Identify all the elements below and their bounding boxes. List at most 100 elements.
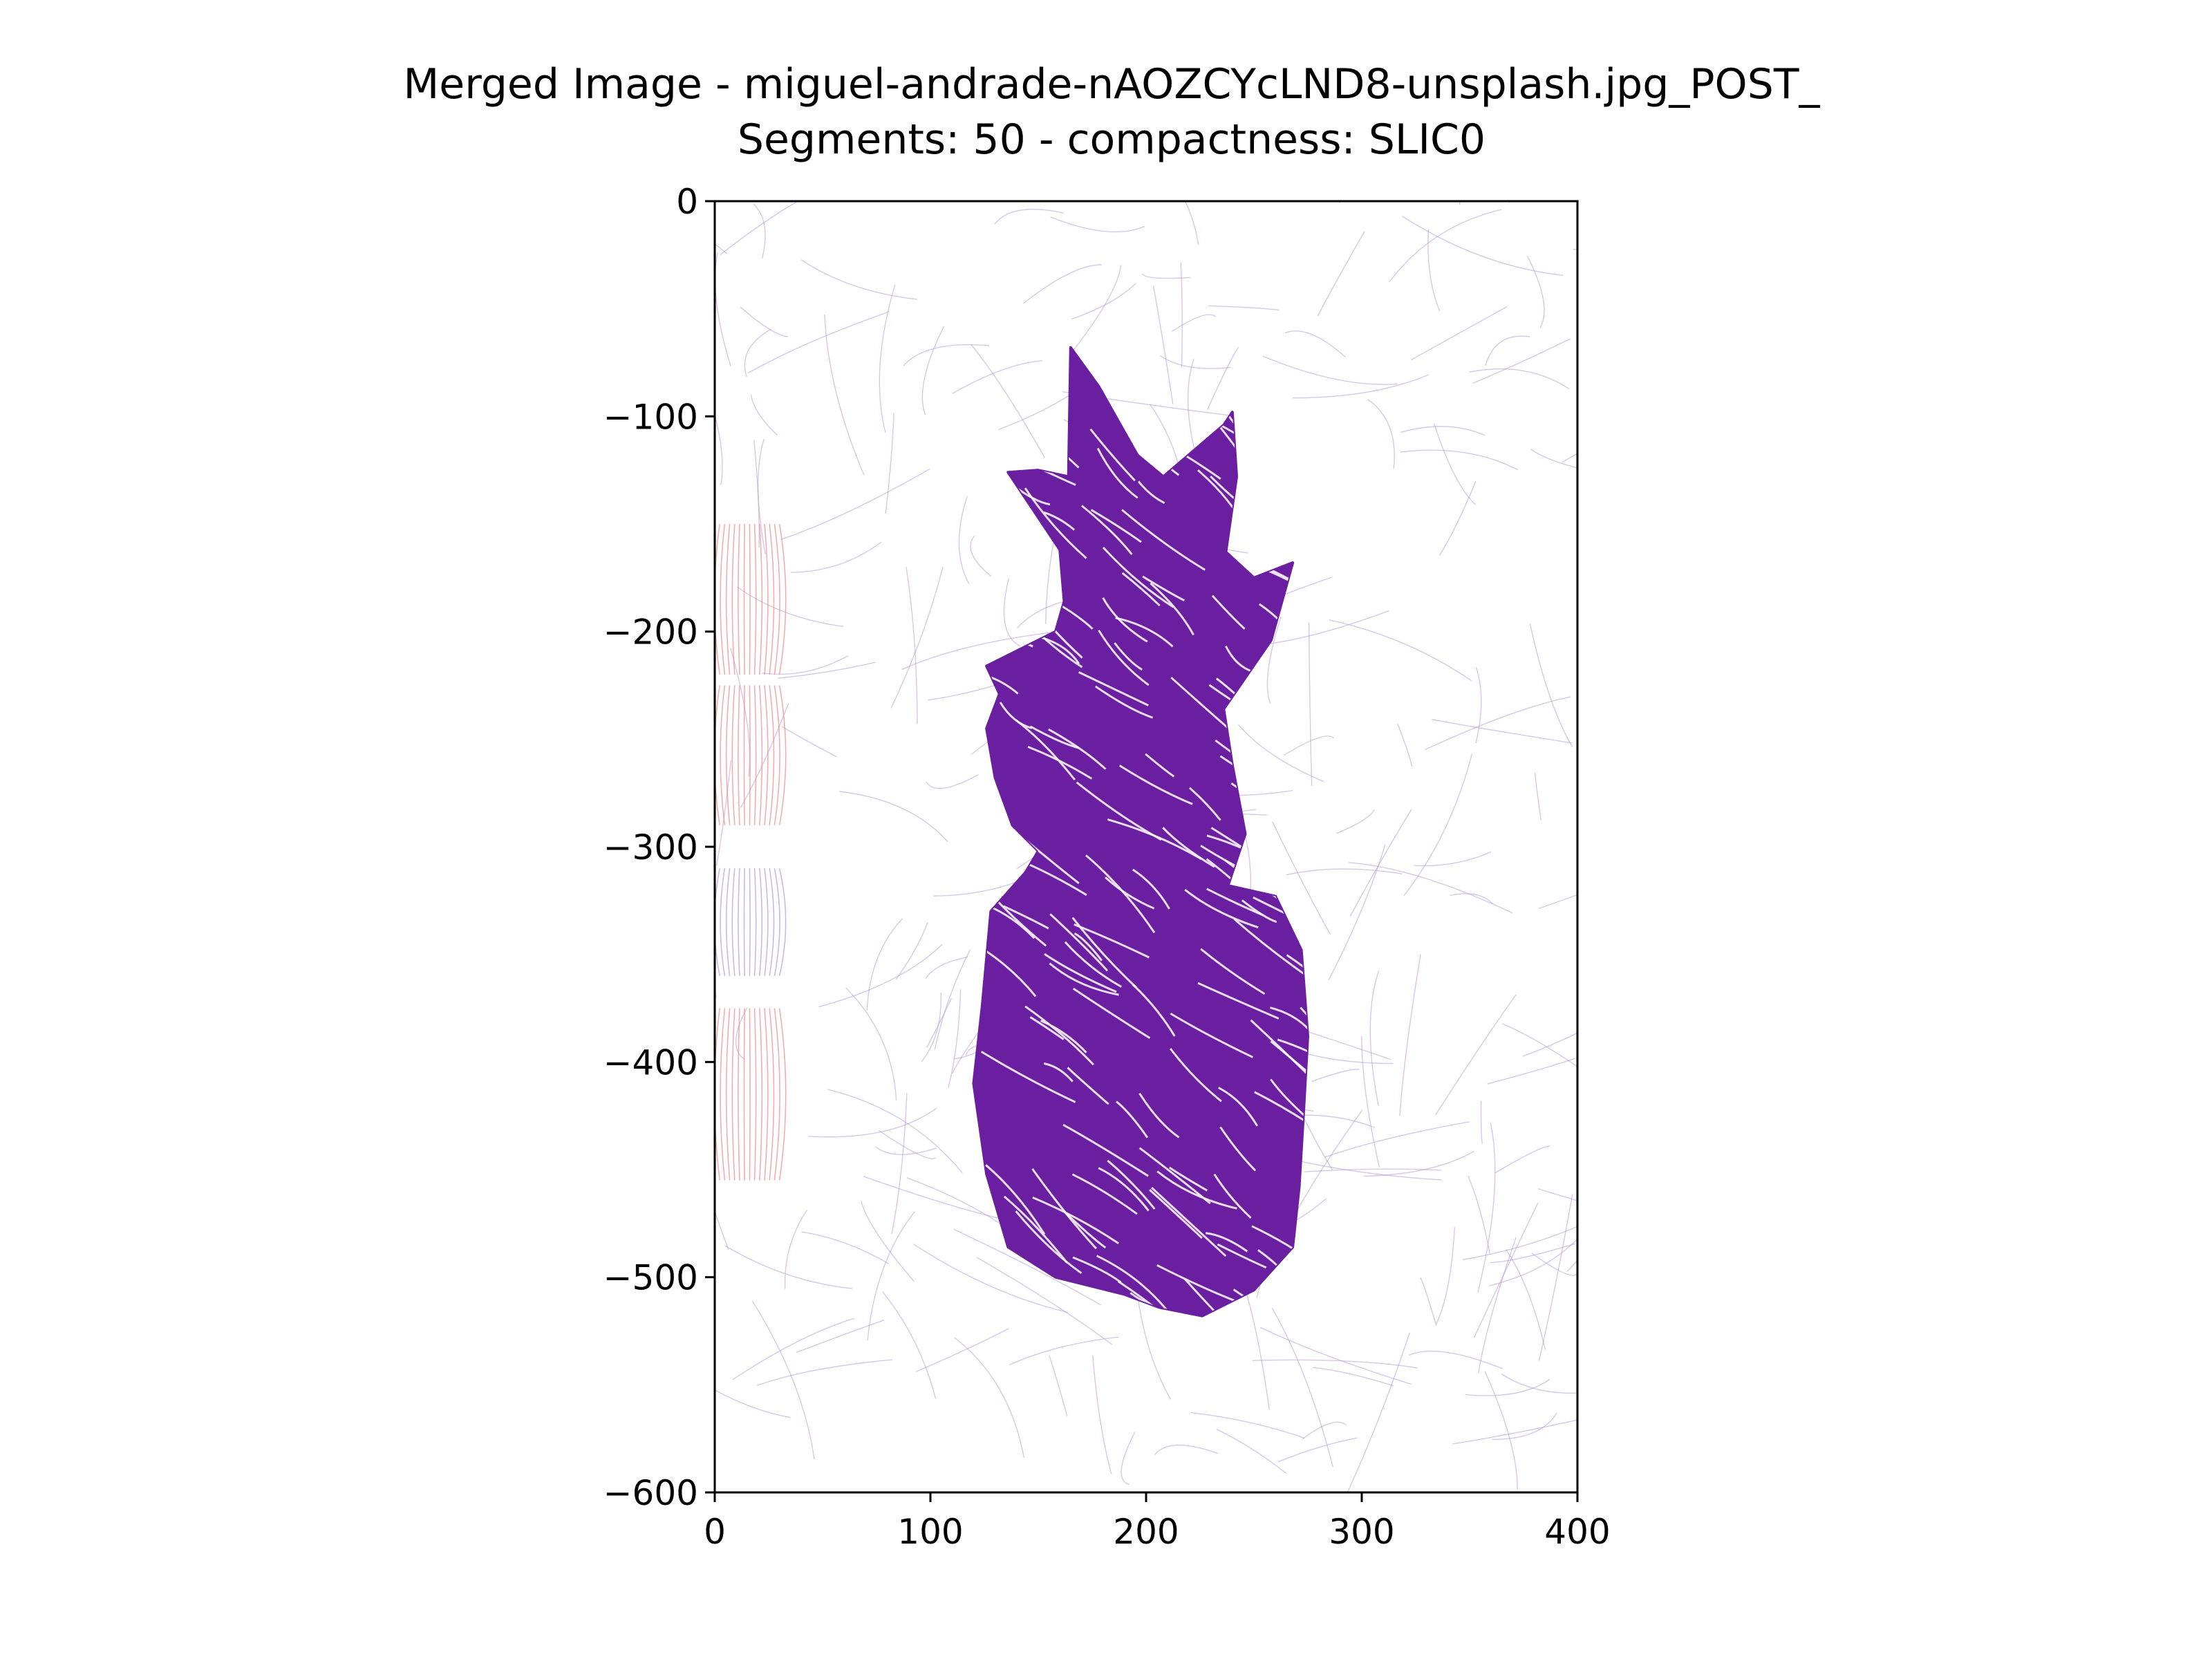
y-tick-label: −600 xyxy=(603,1473,698,1513)
edge-streamline xyxy=(753,1008,757,1181)
background-streamline xyxy=(879,1130,937,1159)
background-streamline xyxy=(1141,273,1190,279)
edge-streamline xyxy=(759,685,763,825)
pineapple-streamline xyxy=(999,702,1033,729)
background-streamline xyxy=(753,203,766,259)
edge-streamline xyxy=(720,685,726,825)
background-streamline xyxy=(1216,1428,1287,1474)
pineapple-streamline xyxy=(1225,645,1252,673)
y-tick-label: 0 xyxy=(676,182,698,222)
background-streamline xyxy=(948,989,962,1088)
pineapple-streamline xyxy=(1094,685,1154,719)
background-streamline xyxy=(1369,971,1380,1107)
background-streamline xyxy=(744,328,771,377)
edge-streamline xyxy=(749,868,751,976)
edge-streamline xyxy=(725,685,731,825)
background-streamline xyxy=(1435,994,1517,1116)
background-streamline xyxy=(1171,314,1217,332)
y-tick-label: −100 xyxy=(603,397,698,437)
pineapple-streamline xyxy=(1080,505,1133,556)
edge-streamline xyxy=(769,523,775,675)
edge-streamline xyxy=(715,523,720,675)
background-streamline xyxy=(730,648,751,777)
pineapple-streamline xyxy=(1029,725,1080,749)
background-streamline xyxy=(827,1089,963,1174)
pineapple-streamline xyxy=(1002,905,1049,930)
pineapple-streamline xyxy=(1137,480,1165,504)
background-streamline xyxy=(740,702,789,809)
pineapple-streamline xyxy=(1071,917,1137,988)
background-streamline xyxy=(732,1318,854,1380)
background-streamline xyxy=(724,1245,852,1289)
edge-streamline xyxy=(749,1008,751,1181)
background-streamline xyxy=(824,314,865,476)
x-tick-label: 300 xyxy=(1329,1512,1394,1552)
background-streamline xyxy=(750,395,778,436)
background-streamline xyxy=(912,1244,1069,1313)
background-streamline xyxy=(866,918,903,1011)
background-streamline xyxy=(1313,1367,1394,1387)
background-streamline xyxy=(1291,1159,1442,1181)
background-streamline xyxy=(1400,426,1485,436)
background-streamline xyxy=(715,1210,729,1250)
background-streamline xyxy=(921,326,945,415)
background-streamline xyxy=(1424,696,1571,751)
background-streamline xyxy=(921,993,942,1062)
background-streamline xyxy=(1152,285,1174,404)
background-streamline xyxy=(952,360,1042,394)
pineapple-streamline xyxy=(980,1051,1076,1103)
background-streamline xyxy=(1207,346,1239,410)
edge-streamline xyxy=(725,1008,731,1181)
background-streamline xyxy=(1328,844,1386,981)
background-streamline xyxy=(1401,216,1564,276)
background-streamline xyxy=(1487,1058,1575,1085)
background-streamline xyxy=(1538,894,1577,910)
background-streamline xyxy=(1468,368,1570,389)
background-streamline xyxy=(906,566,918,724)
pineapple-streamline xyxy=(1096,1255,1171,1315)
x-tick-label: 400 xyxy=(1544,1512,1610,1552)
pineapple-streamline xyxy=(1206,1232,1248,1253)
background-streamline xyxy=(1184,201,1199,245)
background-streamline xyxy=(818,944,943,1008)
pineapple-streamline xyxy=(1254,1091,1308,1147)
background-streamline xyxy=(740,306,788,337)
pineapple-streamline xyxy=(1072,987,1151,1039)
edge-streamline xyxy=(738,1008,740,1181)
x-tick-label: 0 xyxy=(704,1512,726,1552)
pineapple-streamline xyxy=(1197,982,1280,1020)
background-streamline xyxy=(762,655,849,675)
edge-streamline xyxy=(753,685,757,825)
background-streamline xyxy=(1335,809,1375,834)
edge-streamline xyxy=(738,868,740,976)
edge-streamline xyxy=(778,1008,787,1181)
background-streamline xyxy=(1349,809,1412,917)
background-streamline xyxy=(1420,1277,1436,1324)
pineapple-streamline xyxy=(1286,954,1308,1018)
x-tick-label: 100 xyxy=(897,1512,963,1552)
background-streamline xyxy=(747,311,890,374)
background-streamline xyxy=(1473,1202,1539,1338)
edge-streamline xyxy=(764,868,769,976)
edge-streamline xyxy=(753,523,757,675)
background-streamline xyxy=(863,1176,999,1219)
background-streamline xyxy=(1439,481,1477,556)
background-streamline xyxy=(1023,264,1102,304)
background-streamline xyxy=(875,1146,937,1155)
pineapple-streamline xyxy=(1219,1126,1257,1172)
background-streamline xyxy=(1154,1444,1218,1455)
edge-streamline xyxy=(774,523,780,675)
pineapple-streamline xyxy=(1170,1048,1222,1103)
background-streamline xyxy=(1180,262,1183,368)
pineapple-streamline xyxy=(1156,1170,1237,1210)
pineapple-streamline xyxy=(1116,1100,1149,1138)
background-streamline xyxy=(1259,1327,1412,1385)
chart-title-line-1: Merged Image - miguel-andrade-nAOZCYcLND… xyxy=(404,60,1821,109)
background-streamline xyxy=(971,344,1045,458)
background-streamline xyxy=(1397,723,1413,767)
background-streamline xyxy=(1462,1226,1577,1261)
pineapple-streamline xyxy=(985,1164,1046,1235)
background-streamline xyxy=(838,791,948,843)
pineapple-streamline xyxy=(1188,787,1221,821)
pineapple-streamline xyxy=(1074,932,1103,962)
